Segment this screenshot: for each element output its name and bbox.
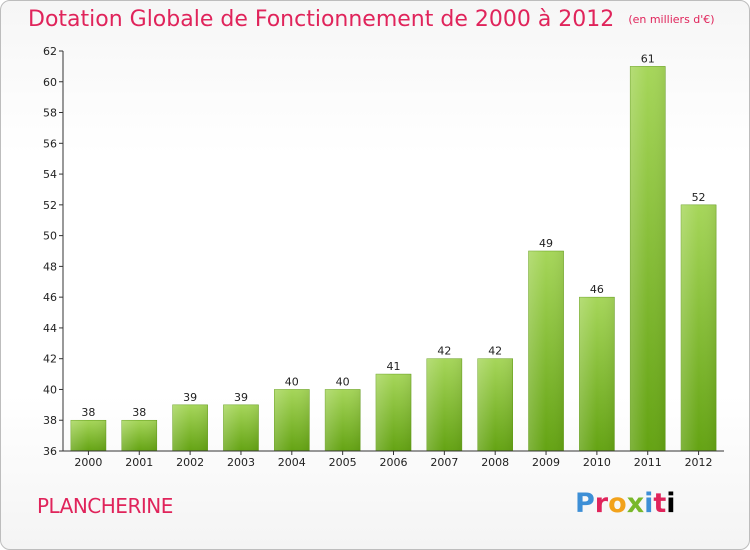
bar-shine <box>630 66 666 451</box>
logo-letter: P <box>575 488 595 519</box>
bar-value-label: 42 <box>437 345 451 358</box>
y-tick-label: 40 <box>43 383 57 396</box>
bar-value-label: 40 <box>336 375 350 388</box>
logo-letter: i <box>666 488 676 519</box>
logo-letter: o <box>608 488 627 519</box>
x-tick-label: 2001 <box>125 456 153 469</box>
bar-shine <box>172 404 208 451</box>
logo-letter: r <box>594 488 609 519</box>
y-tick-label: 52 <box>43 199 57 212</box>
bar-group: 38 <box>70 406 107 452</box>
y-tick-label: 50 <box>43 230 57 243</box>
y-tick-label: 56 <box>43 137 57 150</box>
y-tick-label: 48 <box>43 260 57 273</box>
bar-shine <box>274 389 310 451</box>
bar-value-label: 49 <box>539 237 553 250</box>
bar-value-label: 61 <box>641 52 655 65</box>
x-tick-label: 2007 <box>430 456 458 469</box>
y-tick-label: 58 <box>43 107 57 120</box>
x-tick-label: 2010 <box>583 456 611 469</box>
x-axis: 2000 2001 2002 2003 2004 2005 2006 2007 2008 2009… <box>63 450 724 469</box>
bar-group: 42 <box>426 345 463 452</box>
x-tick-label: 2004 <box>278 456 306 469</box>
logo-letter: x <box>626 488 645 519</box>
bar-group: 40 <box>274 375 310 452</box>
x-tick-label: 2009 <box>532 456 560 469</box>
y-tick-label: 54 <box>43 168 57 181</box>
x-tick-label: 2012 <box>685 456 713 469</box>
bar-shine <box>579 297 615 451</box>
bar-shine <box>325 389 361 451</box>
y-axis: 36 38 40 42 44 46 48 50 52 54 56 58 60 62 <box>43 45 64 458</box>
bar-shine <box>375 374 412 451</box>
y-tick-label: 36 <box>43 445 57 458</box>
bar-value-label: 41 <box>387 360 401 373</box>
bar-value-label: 46 <box>590 283 604 296</box>
bar-group: 40 <box>324 375 361 452</box>
bar-group: 39 <box>223 391 259 452</box>
x-tick-label: 2008 <box>481 456 509 469</box>
x-tick-label: 2005 <box>329 456 357 469</box>
bar-shine <box>121 420 157 451</box>
x-tick-label: 2006 <box>380 456 408 469</box>
chart-title: Dotation Globale de Fonctionnement de 20… <box>28 7 615 32</box>
logo-letter: i <box>644 488 654 519</box>
commune-name: PLANCHERINE <box>37 494 173 518</box>
bar-group: 61 <box>629 52 666 452</box>
bar-value-label: 42 <box>488 345 502 358</box>
proxiti-logo[interactable]: Proxiti <box>575 488 676 519</box>
bar-group: 41 <box>375 360 412 452</box>
y-tick-label: 46 <box>43 291 57 304</box>
bars: 38 38 39 39 40 40 41 42 42 49 46 61 52 <box>70 52 717 452</box>
bar-shine <box>528 251 564 451</box>
bar-shine <box>223 404 259 451</box>
x-tick-label: 2002 <box>176 456 204 469</box>
bar-value-label: 38 <box>81 406 95 419</box>
bar-shine <box>477 358 513 451</box>
y-tick-label: 62 <box>43 45 57 58</box>
chart-title-block: Dotation Globale de Fonctionnement de 20… <box>28 7 715 32</box>
bar-value-label: 38 <box>132 406 146 419</box>
x-tick-label: 2003 <box>227 456 255 469</box>
x-tick-label: 2000 <box>74 456 102 469</box>
y-tick-label: 42 <box>43 353 57 366</box>
y-tick-label: 38 <box>43 414 57 427</box>
bar-value-label: 40 <box>285 375 299 388</box>
bar-shine <box>681 204 717 451</box>
bar-group: 39 <box>172 391 208 452</box>
y-tick-label: 60 <box>43 76 57 89</box>
bar-group: 42 <box>477 345 513 452</box>
bar-shine <box>70 420 106 451</box>
bar-group: 38 <box>121 406 158 452</box>
bar-group: 46 <box>579 283 615 452</box>
bar-value-label: 52 <box>692 191 706 204</box>
bar-value-label: 39 <box>183 391 197 404</box>
logo-letter: t <box>653 488 667 519</box>
x-tick-label: 2011 <box>634 456 662 469</box>
y-tick-label: 44 <box>43 322 57 335</box>
bar-shine <box>426 358 462 451</box>
bar-group: 52 <box>680 191 717 452</box>
bar-value-label: 39 <box>234 391 248 404</box>
bar-group: 49 <box>528 237 564 452</box>
chart-unit: (en milliers d'€) <box>628 13 715 26</box>
